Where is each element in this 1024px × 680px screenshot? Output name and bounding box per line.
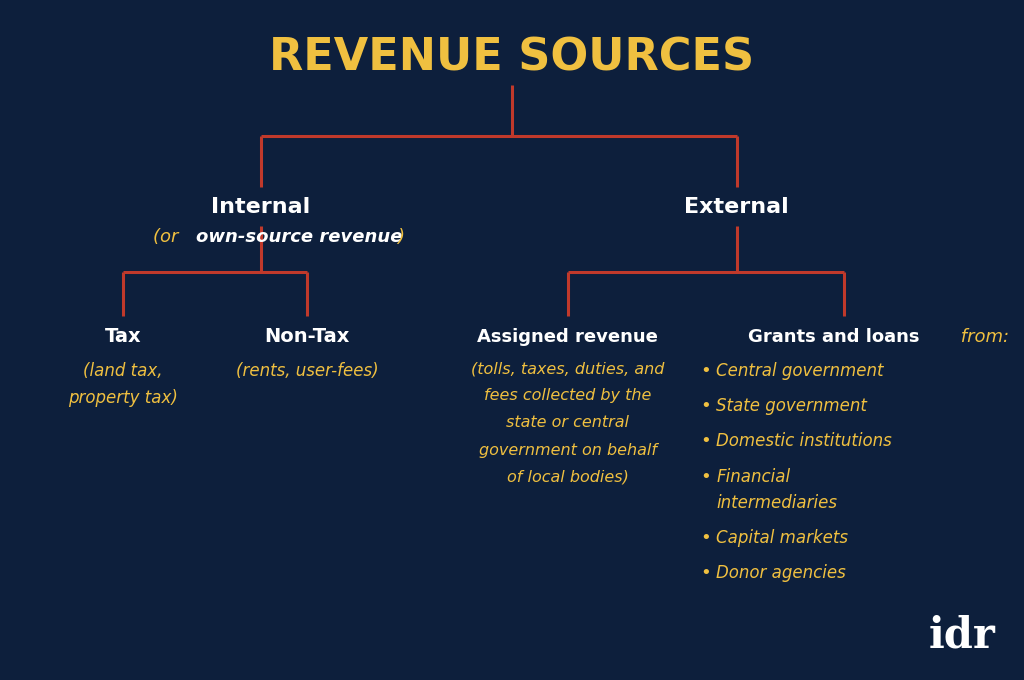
Text: intermediaries: intermediaries: [716, 494, 838, 511]
Text: own-source revenue: own-source revenue: [197, 228, 402, 245]
Text: •: •: [700, 529, 712, 547]
Text: idr: idr: [928, 615, 995, 657]
Text: Donor agencies: Donor agencies: [716, 564, 846, 582]
Text: •: •: [700, 362, 712, 379]
Text: Internal: Internal: [211, 197, 310, 218]
Text: •: •: [700, 397, 712, 415]
Text: ): ): [397, 228, 403, 245]
Text: from:: from:: [954, 328, 1009, 345]
Text: External: External: [684, 197, 788, 218]
Text: (land tax,: (land tax,: [83, 362, 163, 379]
Text: •: •: [700, 564, 712, 582]
Text: Tax: Tax: [104, 327, 141, 346]
Text: (tolls, taxes, duties, and: (tolls, taxes, duties, and: [471, 361, 665, 376]
Text: (or: (or: [154, 228, 184, 245]
Text: Central government: Central government: [716, 362, 884, 379]
Text: Non-Tax: Non-Tax: [264, 327, 349, 346]
Text: Financial: Financial: [716, 468, 791, 486]
Text: •: •: [700, 468, 712, 486]
Text: state or central: state or central: [506, 415, 630, 430]
Text: State government: State government: [716, 397, 867, 415]
Text: property tax): property tax): [68, 389, 178, 407]
Text: government on behalf: government on behalf: [479, 443, 656, 458]
Text: Grants and loans: Grants and loans: [749, 328, 920, 345]
Text: Assigned revenue: Assigned revenue: [477, 328, 658, 345]
Text: fees collected by the: fees collected by the: [484, 388, 651, 403]
Text: of local bodies): of local bodies): [507, 470, 629, 485]
Text: Capital markets: Capital markets: [716, 529, 848, 547]
Text: •: •: [700, 432, 712, 450]
Text: Domestic institutions: Domestic institutions: [716, 432, 892, 450]
Text: (rents, user-fees): (rents, user-fees): [236, 362, 378, 379]
Text: REVENUE SOURCES: REVENUE SOURCES: [269, 36, 754, 80]
